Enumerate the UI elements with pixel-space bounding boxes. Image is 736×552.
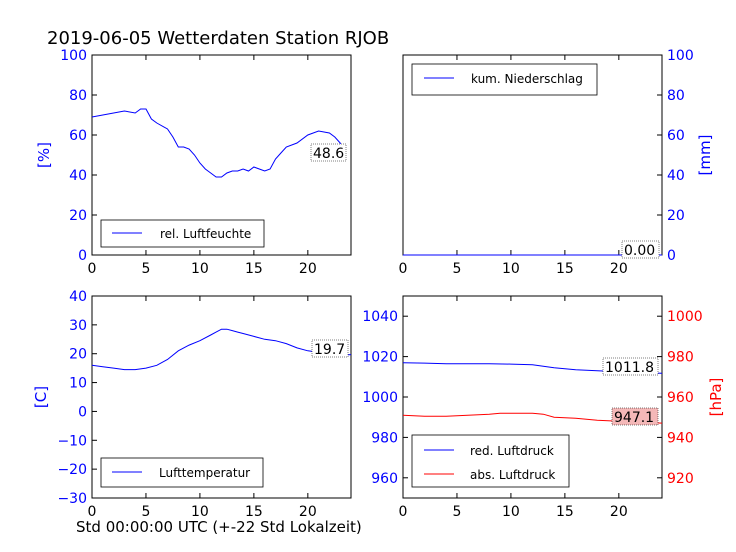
temp-x-tick-label: 0 xyxy=(88,504,97,520)
legend-humidity-label: rel. Luftfeuchte xyxy=(160,227,251,241)
humidity-x-tick-label: 10 xyxy=(191,261,209,277)
humidity-y-tick-label: 20 xyxy=(69,208,87,224)
annotation-humidity: 48.6 xyxy=(313,146,344,162)
annotation-humidity-box xyxy=(310,143,347,162)
humidity-y-tick-label: 0 xyxy=(78,248,87,264)
pressure-right-y-tick-label: 980 xyxy=(667,350,694,366)
pressure-y-label: [hPa] xyxy=(707,378,725,417)
humidity-x-tick-label: 5 xyxy=(141,261,150,277)
annotation-precip: 0.00 xyxy=(624,243,655,259)
temp-y-tick-label: 30 xyxy=(69,318,87,334)
humidity-x-tick-label: 20 xyxy=(299,261,317,277)
precip-y-tick-label: 20 xyxy=(667,208,685,224)
pressure-abs-series-line xyxy=(402,412,663,424)
pressure-left-y-tick-label: 1020 xyxy=(362,350,398,366)
panel-humidity-frame xyxy=(91,54,352,256)
precip-y-tick-label: 0 xyxy=(667,248,676,264)
humidity-series-line xyxy=(91,108,344,178)
precip-y-tick-label: 100 xyxy=(667,48,694,64)
humidity-y-label: [%] xyxy=(35,142,53,168)
pressure-right-y-tick-label: 940 xyxy=(667,430,694,446)
pressure-left-y-tick-label: 980 xyxy=(371,430,398,446)
precip-x-tick-label: 5 xyxy=(452,261,461,277)
pressure-x-tick-label: 10 xyxy=(502,504,520,520)
pressure-right-y-tick-label: 1000 xyxy=(667,309,703,325)
pressure-right-y-tick-label: 960 xyxy=(667,390,694,406)
legend-precip-label: kum. Niederschlag xyxy=(471,72,583,86)
humidity-y-tick-label: 100 xyxy=(60,48,87,64)
temp-y-tick-label: 40 xyxy=(69,289,87,305)
humidity-y-tick-label: 80 xyxy=(69,88,87,104)
temp-x-tick-label: 10 xyxy=(191,504,209,520)
temp-y-label: [C] xyxy=(32,386,50,408)
chart-title: 2019-06-05 Wetterdaten Station RJOB xyxy=(47,28,389,49)
pressure-left-y-tick-label: 960 xyxy=(371,471,398,487)
pressure-right-y-tick-label: 920 xyxy=(667,471,694,487)
annotation-pressure-red-box xyxy=(602,357,659,376)
pressure-x-tick-label: 15 xyxy=(556,504,574,520)
humidity-y-tick-label: 40 xyxy=(69,168,87,184)
pressure-x-tick-label: 20 xyxy=(610,504,628,520)
precip-x-tick-label: 0 xyxy=(399,261,408,277)
x-axis-label: Std 00:00:00 UTC (+-22 Std Lokalzeit) xyxy=(76,518,362,536)
precip-y-tick-label: 40 xyxy=(667,168,685,184)
panel-temp-frame xyxy=(91,295,352,499)
temp-x-tick-label: 20 xyxy=(299,504,317,520)
legend-pressure-label-red: red. Luftdruck xyxy=(470,444,554,458)
legend-pressure-box xyxy=(411,434,570,488)
annotation-temp-box xyxy=(311,339,349,358)
precip-y-tick-label: 80 xyxy=(667,88,685,104)
humidity-x-tick-label: 0 xyxy=(88,261,97,277)
temp-x-tick-label: 15 xyxy=(245,504,263,520)
pressure-x-tick-label: 0 xyxy=(399,504,408,520)
temp-y-tick-label: 20 xyxy=(69,347,87,363)
precip-y-tick-label: 60 xyxy=(667,128,685,144)
legend-precip-box xyxy=(411,63,598,96)
pressure-x-tick-label: 5 xyxy=(452,504,461,520)
temp-y-tick-label: 0 xyxy=(78,404,87,420)
legend-temp-label: Lufttemperatur xyxy=(159,466,250,480)
temp-series-line xyxy=(91,328,352,371)
temp-y-tick-label: −10 xyxy=(57,433,87,449)
precip-x-tick-label: 10 xyxy=(502,261,520,277)
humidity-y-tick-label: 60 xyxy=(69,128,87,144)
annotation-pressure-red: 1011.8 xyxy=(605,360,654,376)
temp-y-tick-label: −20 xyxy=(57,462,87,478)
humidity-x-tick-label: 15 xyxy=(245,261,263,277)
annotation-temp: 19.7 xyxy=(314,342,345,358)
annotation-pressure-abs: 947.1 xyxy=(614,410,654,426)
pressure-left-y-tick-label: 1000 xyxy=(362,390,398,406)
temp-y-tick-label: −30 xyxy=(57,491,87,507)
precip-y-label: [mm] xyxy=(696,135,714,176)
annotation-pressure-abs-box xyxy=(611,407,659,426)
temp-x-tick-label: 5 xyxy=(141,504,150,520)
annotation-precip-box xyxy=(621,240,660,259)
temp-y-tick-label: 10 xyxy=(69,376,87,392)
legend-pressure-label-abs: abs. Luftdruck xyxy=(470,468,555,482)
pressure-left-y-tick-label: 1040 xyxy=(362,309,398,325)
precip-x-tick-label: 15 xyxy=(556,261,574,277)
precip-x-tick-label: 20 xyxy=(610,261,628,277)
